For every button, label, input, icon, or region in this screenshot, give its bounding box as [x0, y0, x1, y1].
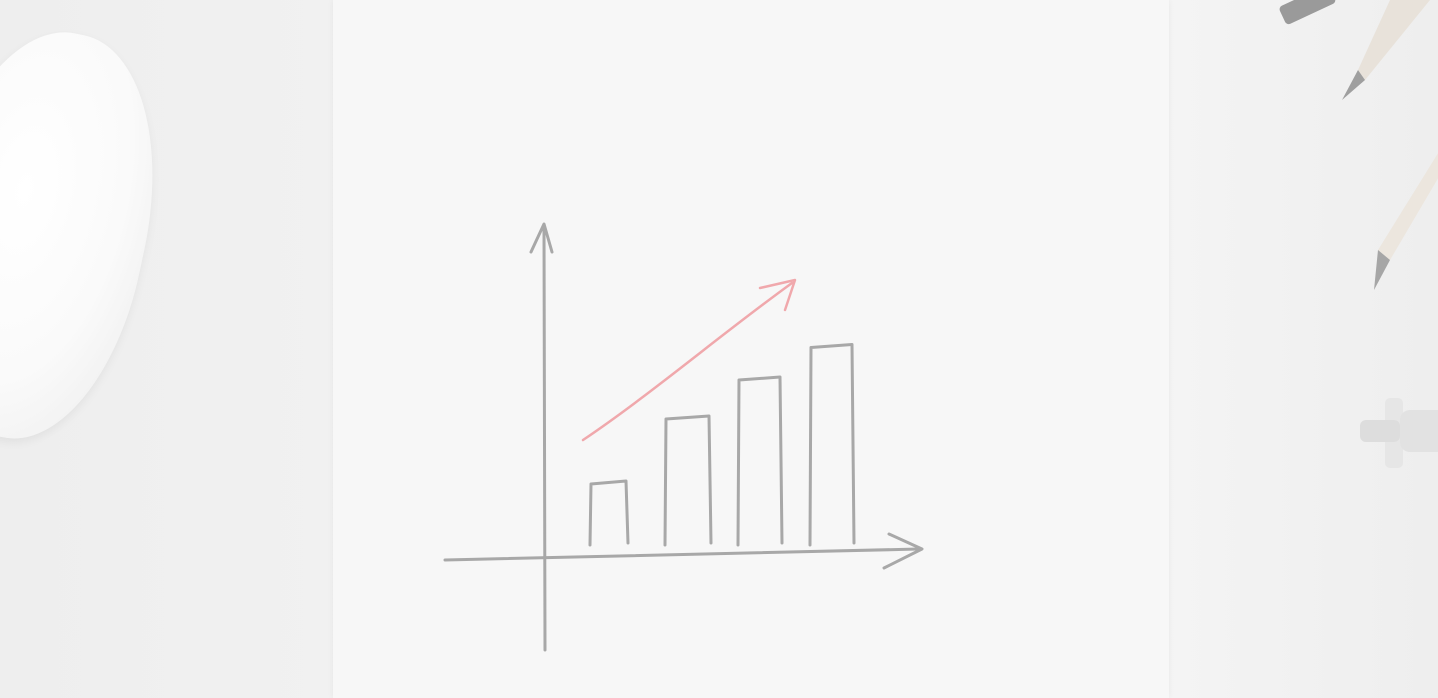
bar-4: [808, 343, 856, 547]
x-axis: [443, 547, 922, 562]
paper-sheet: [333, 0, 1169, 698]
y-axis-arrowhead: [529, 222, 554, 254]
trend-arrowhead: [758, 278, 797, 312]
pencils: [1279, 0, 1438, 290]
bars-group: [588, 343, 856, 547]
bar-2: [663, 414, 713, 547]
trend-arrow: [581, 281, 794, 442]
bar-1: [588, 479, 630, 547]
y-axis: [542, 226, 547, 652]
desk-right: [1168, 0, 1438, 698]
bar-3: [736, 375, 784, 547]
x-axis-arrowhead: [882, 532, 924, 570]
push-pin: [1360, 398, 1438, 468]
